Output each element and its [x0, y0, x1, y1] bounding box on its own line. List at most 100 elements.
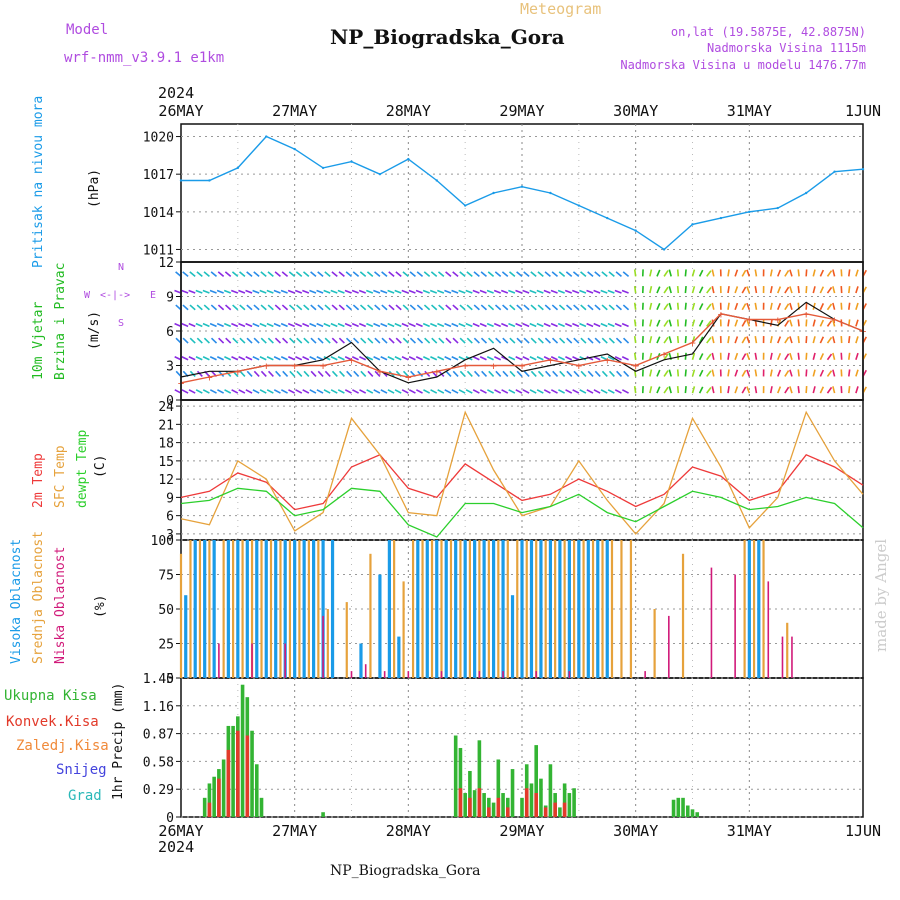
wind-barb: [175, 304, 182, 311]
wind-barb: [422, 356, 430, 361]
pressure-point: [407, 157, 410, 161]
cloud-bar: [212, 540, 216, 678]
precip-bar: [510, 769, 515, 817]
wind-barb: [564, 289, 573, 294]
wind-barb: [472, 322, 480, 328]
wind-barb: [445, 304, 452, 311]
wind-barb: [789, 369, 793, 377]
wind-barb: [252, 322, 260, 328]
wind-barb: [401, 289, 409, 294]
x-tick-label-top: 29MAY: [499, 102, 544, 120]
cloud-bar: [312, 540, 316, 678]
wind-barb: [769, 286, 773, 294]
wind-barb: [302, 271, 310, 277]
wind-barb: [344, 389, 352, 394]
x-tick-label-bottom: 1JUN: [845, 822, 881, 840]
wind-barb: [656, 286, 661, 294]
wind-barb: [295, 322, 303, 328]
high-cloud-label: Visoka Oblacnost: [9, 539, 24, 664]
y-tick-label: 6: [166, 325, 174, 340]
wind-barb: [445, 337, 452, 344]
precip-conv-label: Konvek.Kisa: [6, 714, 99, 730]
wind-barb: [345, 271, 353, 277]
wind-barb: [480, 304, 488, 311]
cloud-bar: [184, 595, 188, 678]
wind-label-2: Brzina i Pravac: [53, 263, 68, 380]
wind-barb: [445, 271, 452, 277]
wind-barb: [415, 356, 423, 361]
wind-barb: [210, 337, 218, 344]
wind-barb: [656, 386, 661, 394]
wind-barb: [445, 370, 452, 377]
wind-barb: [633, 336, 637, 344]
wind-barb: [550, 389, 558, 394]
wind-barb: [218, 337, 225, 344]
wind-barb: [494, 356, 502, 361]
wind-barb: [174, 389, 182, 394]
cloud-bar: [444, 540, 448, 678]
wind-barb: [550, 322, 558, 328]
wind-barb: [275, 370, 282, 377]
wind-barb: [711, 286, 715, 294]
precip-bar: [491, 802, 496, 817]
pressure-point: [179, 179, 183, 182]
wind-barb: [466, 370, 473, 377]
wind-barb: [373, 322, 381, 328]
precip-bar: [671, 799, 676, 817]
wind-barb: [366, 271, 374, 277]
wind-barb: [607, 356, 615, 361]
wind-barb: [543, 356, 551, 361]
precip-bar: [534, 745, 539, 817]
wind-barb: [437, 389, 445, 394]
wind-barb: [174, 322, 182, 328]
precip-bar: [505, 807, 510, 817]
precip-bar: [529, 783, 534, 817]
wind-barb: [359, 271, 367, 277]
precip-bar: [572, 788, 576, 817]
cloud-bar: [321, 540, 325, 678]
wind-barb: [182, 271, 189, 277]
wind-barb: [593, 289, 601, 294]
wind-barb: [296, 370, 303, 377]
wind-barb: [649, 336, 653, 344]
wind-barb: [572, 356, 580, 361]
wind-barb: [536, 322, 544, 328]
wind-speed-marker: +: [263, 360, 270, 373]
wind-barb: [769, 269, 773, 277]
pressure-point: [208, 179, 211, 182]
wind-barb: [209, 289, 217, 294]
wind-barb: [324, 337, 331, 344]
wind-barb: [195, 356, 203, 361]
y-tick-label: 15: [158, 455, 174, 470]
cloud-bar: [502, 671, 504, 678]
wind-speed-marker: +: [405, 371, 412, 384]
wind-barb: [601, 271, 608, 277]
wind-barb: [516, 337, 523, 344]
wind-speed-marker: +: [831, 314, 838, 327]
wind-barb: [280, 289, 288, 294]
wind-barb: [741, 286, 747, 294]
wind-barb: [253, 370, 260, 377]
wind-speed-marker: +: [689, 337, 696, 350]
wind-barb: [727, 369, 730, 377]
x-tick-label-top: 30MAY: [613, 102, 658, 120]
y-tick-label: 1017: [143, 168, 174, 183]
wind-barb: [614, 289, 622, 294]
footer-station: NP_Biogradska_Gora: [330, 863, 481, 879]
wind-barb: [366, 356, 374, 361]
wind-barb: [217, 304, 225, 311]
y-tick-label: 18: [158, 437, 174, 452]
wind-barb: [812, 269, 816, 277]
wind-barb: [698, 353, 704, 361]
wind-barb: [388, 304, 395, 311]
wind-barb: [238, 289, 246, 294]
wind-barb: [587, 337, 594, 344]
precip-bar: [695, 812, 700, 817]
cloud-bar: [283, 540, 287, 678]
cloud-bar: [558, 540, 562, 678]
wind-barb: [381, 271, 388, 277]
wind-barb: [422, 322, 430, 328]
wind-barb: [452, 304, 459, 311]
cloud-bar: [516, 540, 519, 678]
wind-barb: [331, 337, 338, 344]
